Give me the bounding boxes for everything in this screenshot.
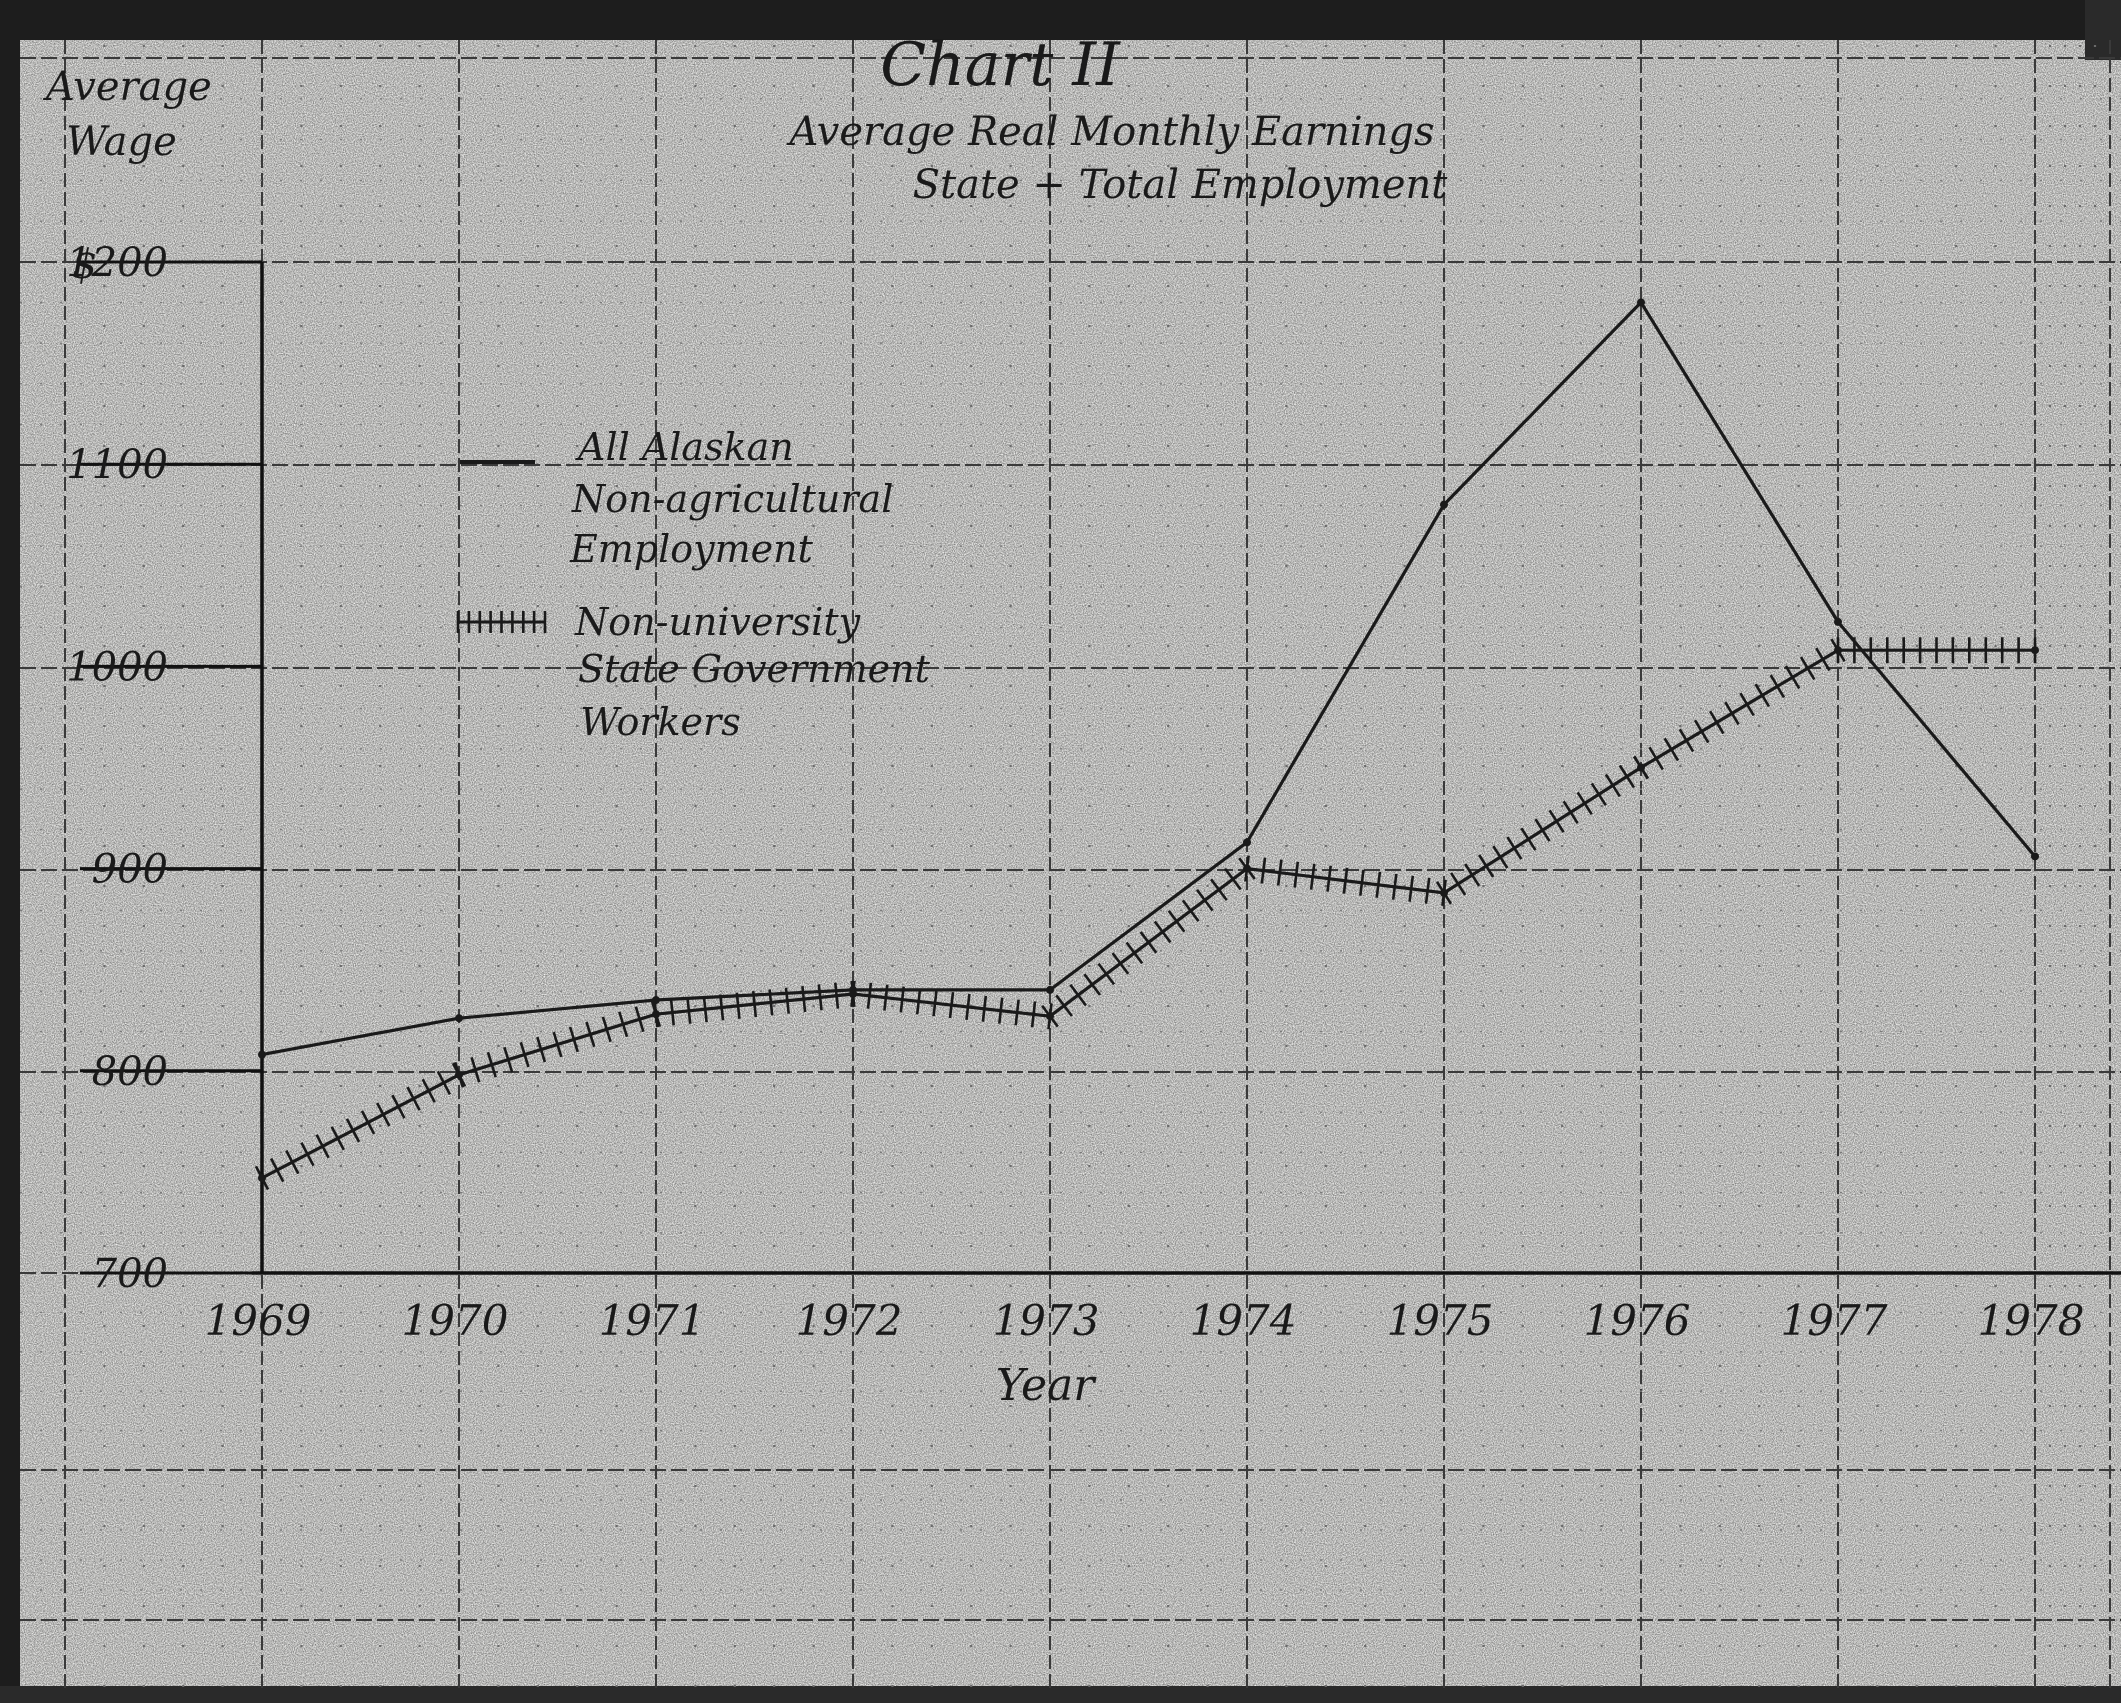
y-tick-label: 700 — [92, 1251, 168, 1297]
legend-hatch-ticks — [456, 611, 547, 633]
x-tick-label: 1977 — [1781, 1296, 1888, 1345]
data-point-all-alaskan — [455, 1014, 463, 1023]
chart-subtitle-line2: State + Total Employment — [913, 162, 1449, 208]
bottom-edge-shadow — [0, 1686, 2121, 1703]
legend-label-all-alaskan-1: All Alaskan — [575, 425, 794, 469]
data-point-state-workers — [455, 1070, 463, 1079]
data-point-all-alaskan — [1834, 617, 1842, 626]
legend-label-all-alaskan-2: Non-agricultural — [571, 477, 893, 521]
data-point-state-workers — [258, 1173, 266, 1182]
data-point-all-alaskan — [1440, 500, 1448, 509]
left-edge-shadow — [0, 0, 20, 1703]
x-axis-label: Year — [996, 1360, 1097, 1411]
y-tick-label: 1100 — [66, 442, 168, 488]
x-tick-label: 1975 — [1387, 1296, 1494, 1345]
data-point-state-workers — [1834, 646, 1842, 655]
x-tick-label: 1978 — [1978, 1296, 2085, 1345]
data-point-state-workers — [1637, 763, 1645, 772]
data-point-all-alaskan — [258, 1050, 266, 1059]
series-layer — [254, 298, 2039, 1191]
data-point-state-workers — [1243, 864, 1251, 873]
legend-swatch-state-workers — [456, 611, 547, 633]
data-point-all-alaskan — [2031, 852, 2039, 861]
legend-label-all-alaskan-3: Employment — [569, 527, 814, 571]
series-line-all-alaskan — [261, 300, 2037, 1057]
data-point-all-alaskan — [1046, 985, 1054, 994]
data-point-state-workers — [2031, 646, 2039, 655]
chart-title: Chart II — [880, 30, 1121, 100]
y-tick-label: 1000 — [66, 644, 168, 690]
x-tick-label: 1972 — [796, 1296, 903, 1345]
x-tick-label: 1971 — [599, 1296, 706, 1345]
legend-label-state-workers-1: Non-university — [574, 600, 861, 644]
legend-label-state-workers-3: Workers — [580, 700, 741, 744]
data-point-state-workers — [1440, 888, 1448, 897]
data-point-state-workers — [849, 989, 857, 998]
chart-subtitle-line1: Average Real Monthly Earnings — [786, 109, 1435, 155]
y-tick-label: 900 — [92, 847, 168, 893]
chart-axes: 1200 1100 1000 900 800 700 1969 1970 1971 1972 197… — [66, 240, 2121, 1345]
data-point-all-alaskan — [1243, 838, 1251, 847]
x-tick-label: 1973 — [993, 1296, 1100, 1345]
right-corner-shadow — [2085, 0, 2121, 60]
currency-symbol: $ — [72, 242, 97, 288]
y-axis-label-line1: Average — [42, 64, 212, 110]
x-tick-label: 1970 — [402, 1296, 509, 1345]
y-axis-label-line2: Wage — [66, 119, 177, 165]
legend-label-state-workers-2: State Government — [578, 647, 931, 691]
x-tick-label: 1974 — [1190, 1296, 1297, 1345]
legend: All Alaskan Non-agricultural Employment … — [456, 425, 931, 744]
top-edge-shadow — [0, 0, 2121, 40]
data-point-state-workers — [1046, 1012, 1054, 1021]
y-tick-label: 800 — [92, 1049, 168, 1095]
data-point-all-alaskan — [1637, 298, 1645, 307]
x-tick-label: 1976 — [1584, 1296, 1691, 1345]
x-tick-label: 1969 — [205, 1296, 312, 1345]
data-point-state-workers — [652, 1010, 660, 1019]
y-tick-label: 1200 — [66, 240, 168, 286]
